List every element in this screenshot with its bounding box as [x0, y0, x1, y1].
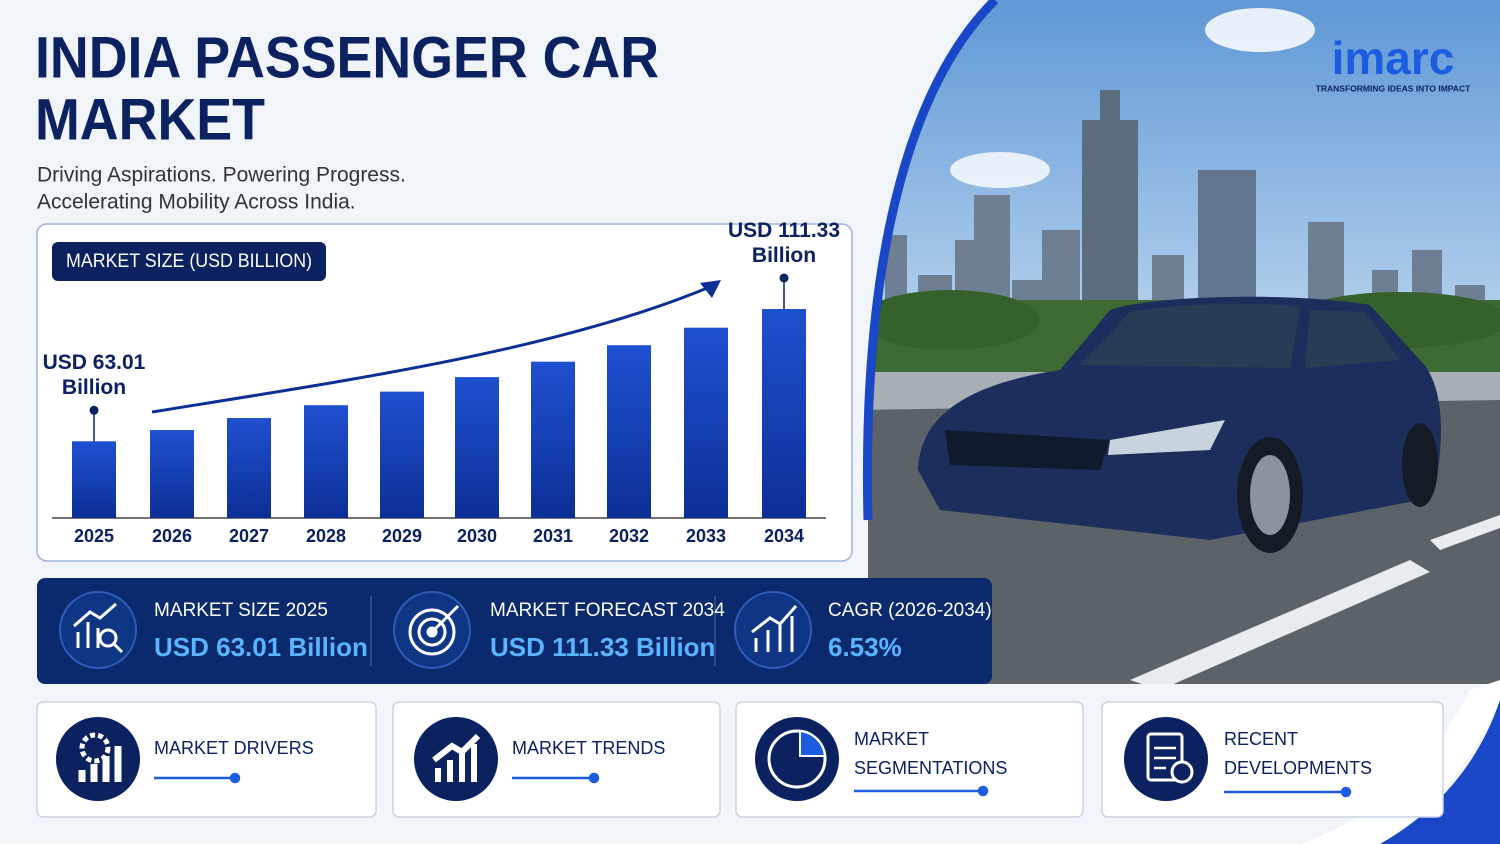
bar — [150, 430, 194, 518]
x-tick-label: 2027 — [229, 526, 269, 546]
swoosh — [1380, 700, 1500, 844]
bar — [304, 405, 348, 518]
label-dot — [89, 405, 99, 415]
bar — [684, 327, 728, 518]
x-tick-label: 2026 — [152, 526, 192, 546]
value-label: USD 111.33 Billion — [727, 219, 841, 267]
x-tick-label: 2030 — [457, 526, 497, 546]
card-underlines — [154, 772, 1352, 798]
card-label: MARKET DRIVERS — [154, 738, 314, 758]
label-dot — [779, 273, 789, 283]
x-tick-label: 2032 — [609, 526, 649, 546]
bar — [380, 391, 424, 518]
x-tick-label: 2025 — [74, 526, 114, 546]
tagline: TRANSFORMING IDEAS INTO IMPACT — [1316, 83, 1471, 93]
swoosh — [863, 0, 999, 521]
stat-icons — [59, 591, 812, 669]
logo: imarc — [1332, 32, 1455, 84]
car — [918, 296, 1441, 553]
chart-title: MARKET SIZE (USD BILLION) — [66, 251, 312, 272]
card-label: MARKET TRENDS — [512, 738, 665, 758]
bar — [531, 361, 575, 518]
bar — [607, 345, 651, 518]
bar — [227, 418, 271, 518]
chart-badge — [52, 242, 326, 281]
card-label: DEVELOPMENTS — [1224, 758, 1372, 778]
x-tick-label: 2029 — [382, 526, 422, 546]
x-tick-label: 2028 — [306, 526, 346, 546]
x-tick-label: 2031 — [533, 526, 573, 546]
stat-value: USD 111.33 Billion — [490, 632, 715, 662]
value-label: USD 63.01 Billion — [42, 351, 146, 400]
trend-arrow-head — [700, 280, 721, 298]
card-label: RECENT — [1224, 729, 1298, 749]
stat-value: USD 63.01 Billion — [154, 632, 368, 662]
subtitle: Accelerating Mobility Across India. — [37, 191, 356, 214]
subtitle: Driving Aspirations. Powering Progress. — [37, 164, 406, 187]
title: INDIA PASSENGER CAR — [35, 25, 659, 90]
stat-label: CAGR (2026-2034) — [828, 600, 992, 621]
card-label: SEGMENTATIONS — [854, 758, 1007, 778]
stat-value: 6.53% — [828, 632, 902, 662]
stat-label: MARKET SIZE 2025 — [154, 600, 328, 621]
bar — [455, 377, 499, 518]
x-tick-label: 2034 — [764, 526, 804, 546]
title: MARKET — [35, 87, 265, 152]
card-label: MARKET — [854, 729, 929, 749]
bar — [762, 309, 806, 518]
stat-label: MARKET FORECAST 2034 — [490, 600, 725, 621]
photo — [867, 0, 1500, 684]
card-icons — [56, 717, 1208, 801]
bar — [72, 441, 116, 518]
x-tick-label: 2033 — [686, 526, 726, 546]
trend-arrow — [151, 284, 713, 414]
